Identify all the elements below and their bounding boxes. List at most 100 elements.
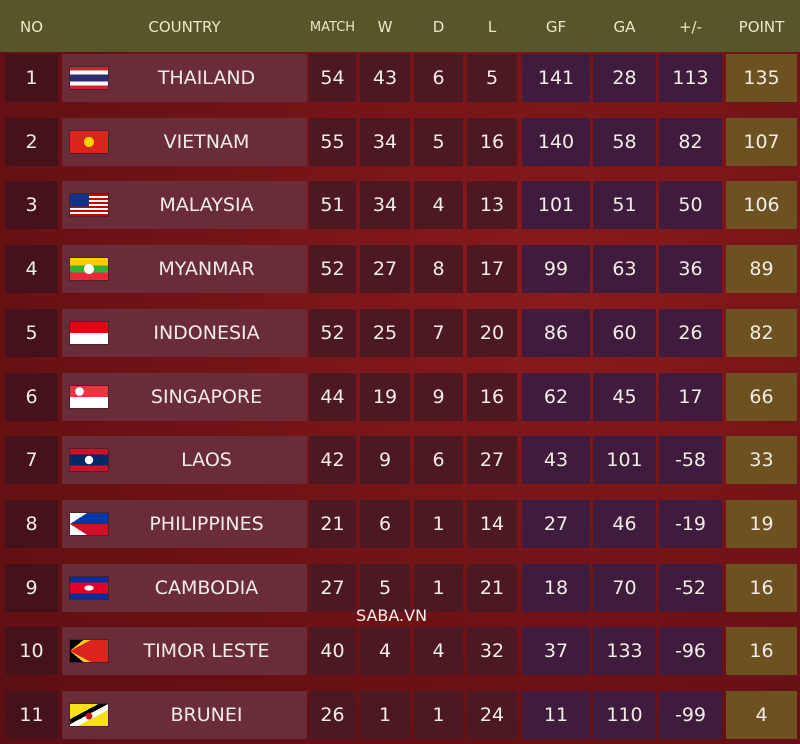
stat-cell: 99 — [522, 245, 590, 294]
country-name: VIETNAM — [163, 130, 250, 153]
stat-cell: 9 — [360, 436, 410, 485]
stat-cell: 4 — [414, 627, 463, 676]
stat-cell: 27 — [467, 436, 517, 485]
country-flag — [70, 194, 108, 217]
stat-cell: 1 — [360, 691, 410, 739]
header-cell: GF — [545, 18, 567, 36]
stat-cell: 27 — [309, 563, 356, 612]
stat-cell: 27 — [360, 245, 410, 294]
country-name: LAOS — [181, 449, 232, 472]
country-name: TIMOR LESTE — [143, 640, 270, 663]
country-flag — [70, 321, 108, 344]
country-flag — [70, 576, 108, 599]
country-name: SINGAPORE — [150, 385, 263, 408]
stat-cell: 62 — [522, 372, 590, 421]
stat-cell: 101 — [522, 181, 590, 230]
stat-cell: 42 — [309, 436, 356, 485]
stat-cell: 36 — [659, 245, 722, 294]
points-cell: 19 — [726, 499, 797, 548]
stat-cell: 25 — [360, 308, 410, 357]
stat-cell: 17 — [659, 372, 722, 421]
stat-cell: 140 — [522, 117, 590, 166]
points-cell: 33 — [726, 436, 797, 485]
header-cell: NO — [19, 18, 44, 36]
stat-cell: 52 — [309, 308, 356, 357]
stat-cell: 55 — [309, 117, 356, 166]
stat-cell: 63 — [593, 245, 656, 294]
stat-cell: 110 — [593, 691, 656, 739]
country-flag — [70, 385, 108, 408]
stat-cell: 101 — [593, 436, 656, 485]
header-cell: COUNTRY — [148, 18, 221, 36]
rank-cell: 1 — [5, 54, 58, 102]
stat-cell: 20 — [467, 308, 517, 357]
stat-cell: 37 — [522, 627, 590, 676]
stat-cell: -58 — [659, 436, 722, 485]
stat-cell: 40 — [309, 627, 356, 676]
header-cell: +/- — [678, 18, 703, 36]
points-cell: 4 — [726, 691, 797, 739]
header-bar — [0, 0, 800, 52]
country-flag — [70, 512, 108, 535]
points-cell: 82 — [726, 308, 797, 357]
stat-cell: 5 — [414, 117, 463, 166]
rank-cell: 2 — [5, 117, 58, 166]
stat-cell: 8 — [414, 245, 463, 294]
stat-cell: 34 — [360, 181, 410, 230]
stat-cell: 5 — [467, 54, 517, 102]
stat-cell: 34 — [360, 117, 410, 166]
country-flag — [70, 704, 108, 726]
watermark: SABA.VN — [356, 606, 428, 625]
stat-cell: 45 — [593, 372, 656, 421]
country-flag — [70, 640, 108, 663]
stat-cell: 70 — [593, 563, 656, 612]
stat-cell: 60 — [593, 308, 656, 357]
stat-cell: 16 — [467, 117, 517, 166]
rank-cell: 4 — [5, 245, 58, 294]
stat-cell: 52 — [309, 245, 356, 294]
points-cell: 106 — [726, 181, 797, 230]
stat-cell: 82 — [659, 117, 722, 166]
stat-cell: 26 — [659, 308, 722, 357]
stat-cell: -19 — [659, 499, 722, 548]
points-cell: 66 — [726, 372, 797, 421]
stat-cell: 16 — [467, 372, 517, 421]
stat-cell: 18 — [522, 563, 590, 612]
points-cell: 16 — [726, 563, 797, 612]
stat-cell: 6 — [414, 54, 463, 102]
stat-cell: 19 — [360, 372, 410, 421]
stat-cell: 21 — [467, 563, 517, 612]
rank-cell: 7 — [5, 436, 58, 485]
stat-cell: 5 — [360, 563, 410, 612]
points-cell: 107 — [726, 117, 797, 166]
stat-cell: 14 — [467, 499, 517, 548]
country-name: THAILAND — [157, 67, 256, 89]
stat-cell: -99 — [659, 691, 722, 739]
stat-cell: 24 — [467, 691, 517, 739]
country-flag — [70, 130, 108, 153]
stat-cell: 4 — [360, 627, 410, 676]
stat-cell: 58 — [593, 117, 656, 166]
country-flag — [70, 449, 108, 472]
stat-cell: 51 — [593, 181, 656, 230]
stat-cell: 133 — [593, 627, 656, 676]
stat-cell: 43 — [360, 54, 410, 102]
stat-cell: 6 — [414, 436, 463, 485]
points-cell: 16 — [726, 627, 797, 676]
rank-cell: 8 — [5, 499, 58, 548]
rank-cell: 5 — [5, 308, 58, 357]
header-cell: D — [432, 18, 445, 36]
stat-cell: 17 — [467, 245, 517, 294]
country-name: PHILIPPINES — [149, 512, 264, 535]
stat-cell: 46 — [593, 499, 656, 548]
stat-cell: 113 — [659, 54, 722, 102]
header-cell: MATCH — [309, 19, 356, 35]
header-cell: W — [377, 18, 393, 36]
stat-cell: 26 — [309, 691, 356, 739]
stat-cell: 6 — [360, 499, 410, 548]
stat-cell: 27 — [522, 499, 590, 548]
stat-cell: 28 — [593, 54, 656, 102]
stat-cell: 141 — [522, 54, 590, 102]
stat-cell: 43 — [522, 436, 590, 485]
